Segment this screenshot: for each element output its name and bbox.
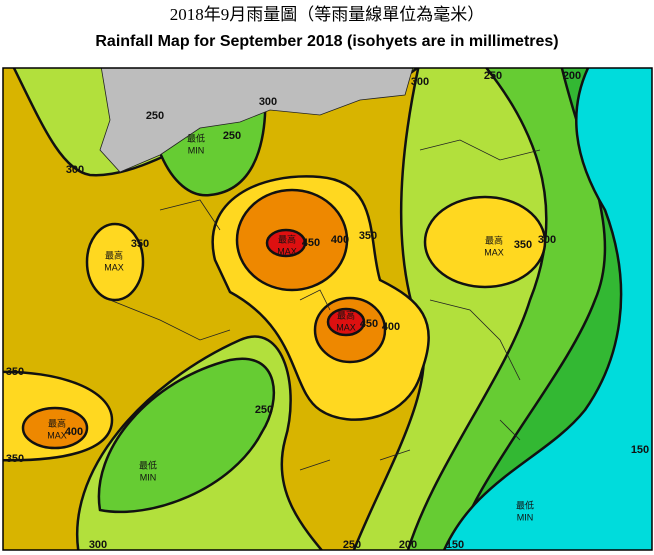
marker-zh: 最低 [139,459,157,470]
marker-zh: 最高 [278,233,296,244]
zone-max [265,228,307,258]
contour-label: 350 [514,239,532,251]
zone-below-150 [442,68,652,550]
contour-label: 350 [6,366,24,378]
contour-label: 150 [631,444,649,456]
zone-max [423,195,547,289]
contour-label: 300 [259,96,277,108]
marker-zh: 最高 [337,309,355,320]
marker-en: MAX [277,246,297,256]
contour-label: 450 [302,237,320,249]
marker-zh: 最低 [516,499,534,510]
marker-zh: 最高 [485,234,503,245]
contour-label: 350 [359,230,377,242]
contour-label: 250 [343,539,361,551]
land-gray [99,68,414,173]
contour-label: 450 [360,318,378,330]
coastline [109,139,541,471]
contour-label: 350 [131,238,149,250]
title-zh: 2018年9月雨量圖（等雨量線單位為毫米） [170,5,485,24]
marker-en: MAX [47,430,67,440]
marker-en: MIN [140,472,157,482]
contour-label: 300 [66,164,84,176]
marker-en: MIN [517,512,534,522]
marker-en: MAX [336,322,356,332]
contour-label: 250 [255,404,273,416]
contour-label: 250 [223,130,241,142]
contour-label: 250 [146,110,164,122]
contour-label: 200 [563,70,581,82]
marker-zh: 最低 [187,132,205,143]
contour-label: 400 [65,426,83,438]
zone-min [97,357,275,514]
contour-label: 400 [331,234,349,246]
contour-label: 200 [399,539,417,551]
contour-label: 300 [89,539,107,551]
marker-en: MAX [484,247,504,257]
contour-label: 300 [411,76,429,88]
contour-label: 250 [484,70,502,82]
zone-max [21,406,89,450]
marker-zh: 最高 [105,249,123,260]
contour-label: 150 [446,539,464,551]
map-area: 300 250 250 300 300 250 200 350 450 400 350 300 350 4… [3,68,652,551]
contour-label: 400 [382,321,400,333]
marker-en: MIN [188,145,205,155]
title-en: Rainfall Map for September 2018 (isohyet… [95,33,558,50]
contour-label: 300 [538,234,556,246]
marker-zh: 最高 [48,417,66,428]
contour-label: 350 [6,453,24,465]
map-frame [2,67,653,551]
marker-en: MAX [104,262,124,272]
labels: 300 250 250 300 300 250 200 350 450 400 350 300 350 4… [6,70,649,551]
zone-max [85,222,145,302]
zone-max [326,307,366,337]
